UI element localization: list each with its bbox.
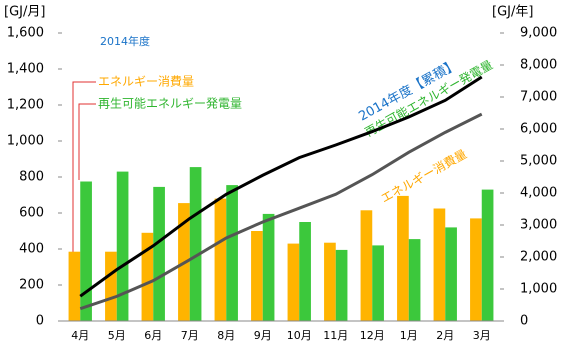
- x-tick-label: 1月: [400, 329, 418, 342]
- y2-tick-label: 4,000: [520, 186, 557, 201]
- bar: [105, 251, 117, 321]
- x-tick-label: 2月: [436, 329, 454, 342]
- y-axis-label: [GJ/月]: [4, 5, 45, 20]
- bar: [408, 239, 421, 321]
- legend-callout: [72, 81, 96, 252]
- x-tick-label: 10月: [287, 329, 312, 342]
- bar: [116, 171, 129, 321]
- legend-title: 2014年度: [100, 34, 150, 48]
- y2-tick-label: 9,000: [520, 26, 557, 41]
- line-label: エネルギー消費量: [378, 146, 469, 206]
- x-tick-label: 4月: [71, 329, 89, 342]
- y-tick-label: 600: [19, 206, 44, 221]
- y-tick-label: 1,600: [7, 26, 44, 41]
- bar: [251, 231, 263, 321]
- y2-tick-label: 7,000: [520, 90, 557, 105]
- bar: [324, 242, 336, 321]
- bar: [141, 232, 154, 321]
- bar: [214, 198, 227, 321]
- bar: [470, 218, 482, 321]
- bar: [445, 227, 457, 321]
- y2-tick-label: 8,000: [520, 58, 557, 73]
- line: [79, 75, 483, 298]
- y2-tick-label: 5,000: [520, 154, 557, 169]
- x-tick-label: 12月: [360, 329, 385, 342]
- bar: [226, 185, 238, 321]
- bar: [335, 249, 348, 321]
- y-tick-label: 200: [19, 278, 44, 293]
- bar: [360, 210, 373, 321]
- bar: [68, 251, 81, 321]
- x-tick-label: 3月: [473, 329, 491, 342]
- y2-tick-label: 3,000: [520, 218, 557, 233]
- x-tick-label: 8月: [217, 329, 235, 342]
- x-tick-label: 11月: [323, 329, 348, 342]
- bar: [262, 213, 275, 321]
- bar: [287, 243, 300, 321]
- y2-tick-label: 6,000: [520, 122, 557, 137]
- y-tick-label: 0: [36, 314, 44, 329]
- x-tick-label: 9月: [254, 329, 272, 342]
- y-tick-label: 1,200: [7, 98, 44, 113]
- bar: [481, 189, 494, 321]
- bar: [153, 186, 165, 321]
- legend-label: 再生可能エネルギー発電量: [98, 97, 242, 111]
- y-tick-label: 1,400: [7, 62, 44, 77]
- legend-label: エネルギー消費量: [98, 74, 194, 89]
- bar: [433, 208, 446, 321]
- bar: [189, 167, 202, 321]
- bar: [80, 181, 92, 321]
- x-tick-label: 6月: [144, 329, 162, 342]
- bar: [397, 195, 409, 321]
- line: [79, 112, 483, 311]
- x-tick-label: 7月: [181, 329, 199, 342]
- x-tick-label: 5月: [108, 329, 126, 342]
- y2-tick-label: 0: [520, 314, 528, 329]
- bar: [372, 245, 384, 321]
- bar: [299, 222, 311, 321]
- y2-tick-label: 2,000: [520, 250, 557, 265]
- legend-callout: [78, 103, 96, 180]
- y-tick-label: 1,000: [7, 134, 44, 149]
- y-tick-label: 800: [19, 170, 44, 185]
- y-tick-label: 400: [19, 242, 44, 257]
- y2-tick-label: 1,000: [520, 282, 557, 297]
- y2-axis-label: [GJ/年]: [492, 5, 533, 20]
